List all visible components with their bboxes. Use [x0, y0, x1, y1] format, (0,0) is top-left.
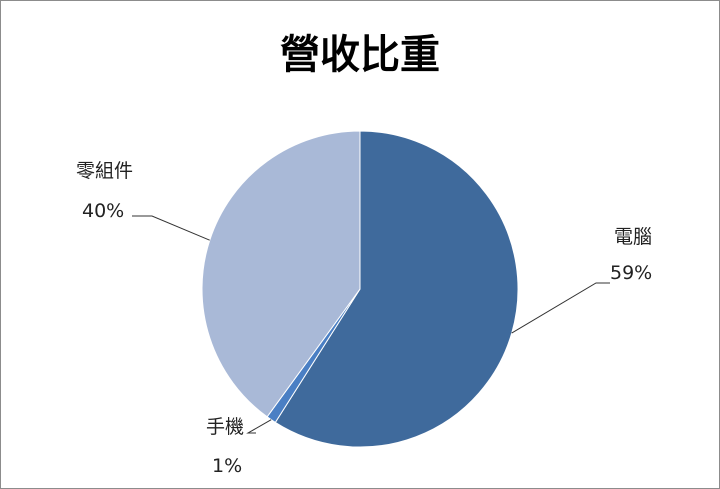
slice-label-phone-name: 手機 [206, 416, 245, 438]
slice-label-phone-pct: 1% [212, 455, 243, 477]
leader-line-computer [511, 282, 610, 334]
slice-label-computer-pct: 59% [610, 262, 653, 284]
leader-line-phone [246, 419, 272, 434]
pie-slice-components [201, 130, 361, 418]
leader-line-components [132, 215, 210, 241]
slice-label-components-name: 零組件 [76, 160, 134, 182]
slice-label-computer-name: 電腦 [614, 226, 653, 248]
slice-label-components-pct: 40% [82, 200, 125, 222]
chart-title: 營收比重 [280, 32, 440, 78]
